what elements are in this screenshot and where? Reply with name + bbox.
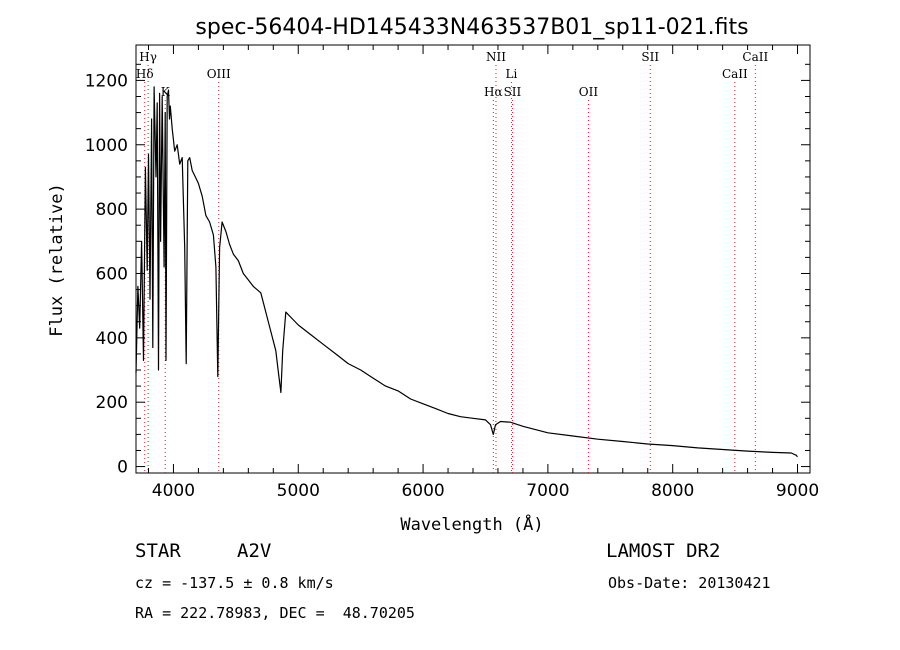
spectral-line-label: CaII <box>722 67 748 81</box>
survey-name: LAMOST DR2 <box>606 540 721 562</box>
axis-ticks: 4000 5000 6000 7000 8000 9000 0 200 400 600 800 100… <box>85 45 819 501</box>
x-tick-label: 8000 <box>651 481 694 501</box>
x-tick-label: 6000 <box>401 481 444 501</box>
spectral-line-label: Hδ <box>136 67 154 81</box>
x-axis-label: Wavelength (Å) <box>400 513 543 535</box>
spectral-line-label: Hα <box>484 85 503 99</box>
spectral-line-label: NII <box>486 50 506 64</box>
spectral-line-label: K <box>161 85 171 99</box>
coordinates-readout: RA = 222.78983, DEC = 48.70205 <box>135 604 415 622</box>
y-tick-label: 800 <box>96 200 128 220</box>
spectral-subclass: A2V <box>237 540 272 562</box>
spectral-line-label: SII <box>641 50 659 64</box>
y-tick-label: 200 <box>96 393 128 413</box>
y-tick-label: 1200 <box>85 71 128 91</box>
x-tick-label: 5000 <box>277 481 320 501</box>
object-class: STAR <box>135 540 181 562</box>
y-tick-label: 400 <box>96 329 128 349</box>
spectral-line-label: SII <box>504 85 522 99</box>
spectral-line-label: Hγ <box>139 50 157 64</box>
x-tick-label: 9000 <box>776 481 819 501</box>
spectral-line-label: CaII <box>742 50 768 64</box>
y-tick-label: 1000 <box>85 136 128 156</box>
flux-line <box>135 86 798 458</box>
spectral-line-label: Li <box>506 67 518 81</box>
spectral-line-label: OIII <box>207 67 231 81</box>
x-tick-label: 7000 <box>526 481 569 501</box>
y-tick-label: 0 <box>117 458 128 478</box>
y-axis-label: Flux (relative) <box>47 183 67 337</box>
y-tick-label: 600 <box>96 264 128 284</box>
observation-date: Obs-Date: 20130421 <box>608 574 771 592</box>
redshift-readout: cz = -137.5 ± 0.8 km/s <box>135 574 334 592</box>
x-tick-label: 4000 <box>152 481 195 501</box>
chart-title: spec-56404-HD145433N463537B01_sp11-021.f… <box>195 15 748 40</box>
spectral-line-label: OII <box>579 85 599 99</box>
spectrum-series <box>135 86 798 458</box>
